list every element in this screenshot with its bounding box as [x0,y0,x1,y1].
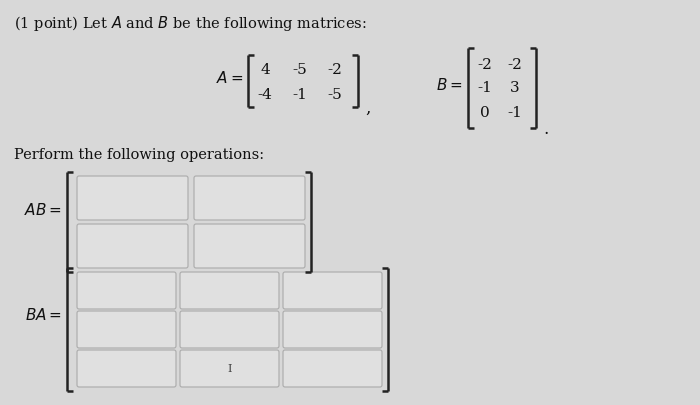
Text: 3: 3 [510,81,520,95]
Text: -4: -4 [258,88,272,102]
FancyBboxPatch shape [180,272,279,309]
Text: -1: -1 [508,106,522,120]
Text: -2: -2 [508,58,522,72]
Text: 4: 4 [260,63,270,77]
Text: -5: -5 [328,88,342,102]
FancyBboxPatch shape [194,224,305,268]
Text: -2: -2 [328,63,342,77]
Text: -1: -1 [293,88,307,102]
FancyBboxPatch shape [77,272,176,309]
Text: (1 point) Let $A$ and $B$ be the following matrices:: (1 point) Let $A$ and $B$ be the followi… [14,14,367,33]
Text: $AB =$: $AB =$ [25,202,62,218]
Text: ,: , [365,100,370,117]
FancyBboxPatch shape [283,350,382,387]
Text: I: I [228,364,232,373]
FancyBboxPatch shape [77,311,176,348]
Text: $B =$: $B =$ [436,77,463,93]
Text: 0: 0 [480,106,490,120]
FancyBboxPatch shape [77,350,176,387]
Text: $BA =$: $BA =$ [25,307,62,323]
FancyBboxPatch shape [180,311,279,348]
FancyBboxPatch shape [180,350,279,387]
Text: -5: -5 [293,63,307,77]
Text: Perform the following operations:: Perform the following operations: [14,148,264,162]
FancyBboxPatch shape [283,311,382,348]
FancyBboxPatch shape [194,176,305,220]
Text: .: . [543,122,548,139]
Text: -2: -2 [477,58,492,72]
FancyBboxPatch shape [77,224,188,268]
Text: $A =$: $A =$ [216,70,243,86]
FancyBboxPatch shape [283,272,382,309]
FancyBboxPatch shape [77,176,188,220]
Text: -1: -1 [477,81,492,95]
